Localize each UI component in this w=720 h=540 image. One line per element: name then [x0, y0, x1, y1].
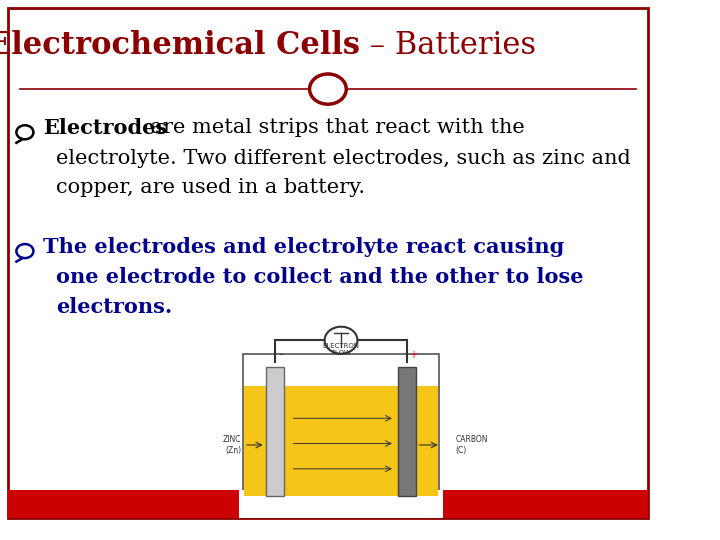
- Text: electrolyte. Two different electrodes, such as zinc and: electrolyte. Two different electrodes, s…: [55, 148, 631, 168]
- FancyBboxPatch shape: [8, 490, 648, 518]
- Circle shape: [310, 75, 346, 104]
- FancyBboxPatch shape: [244, 386, 438, 496]
- Text: ZINC
(Zn): ZINC (Zn): [223, 435, 241, 455]
- Text: – Batteries: – Batteries: [360, 30, 536, 62]
- FancyBboxPatch shape: [243, 354, 439, 497]
- Circle shape: [310, 74, 346, 104]
- Text: Electrodes: Electrodes: [42, 118, 167, 138]
- Circle shape: [325, 327, 357, 354]
- Text: electrons.: electrons.: [55, 296, 172, 317]
- FancyBboxPatch shape: [8, 8, 648, 518]
- FancyBboxPatch shape: [239, 490, 443, 518]
- Text: ELECTRON
FLOW: ELECTRON FLOW: [323, 343, 359, 356]
- Text: are metal strips that react with the: are metal strips that react with the: [144, 118, 525, 138]
- Text: The electrodes and electrolyte react causing: The electrodes and electrolyte react cau…: [42, 237, 564, 257]
- FancyBboxPatch shape: [266, 367, 284, 496]
- Text: copper, are used in a battery.: copper, are used in a battery.: [55, 178, 365, 198]
- FancyBboxPatch shape: [398, 367, 416, 496]
- Text: one electrode to collect and the other to lose: one electrode to collect and the other t…: [55, 267, 583, 287]
- Text: –: –: [278, 349, 283, 360]
- Text: CARBON
(C): CARBON (C): [456, 435, 488, 455]
- Text: Electrochemical Cells: Electrochemical Cells: [0, 30, 360, 62]
- Text: +: +: [408, 349, 417, 360]
